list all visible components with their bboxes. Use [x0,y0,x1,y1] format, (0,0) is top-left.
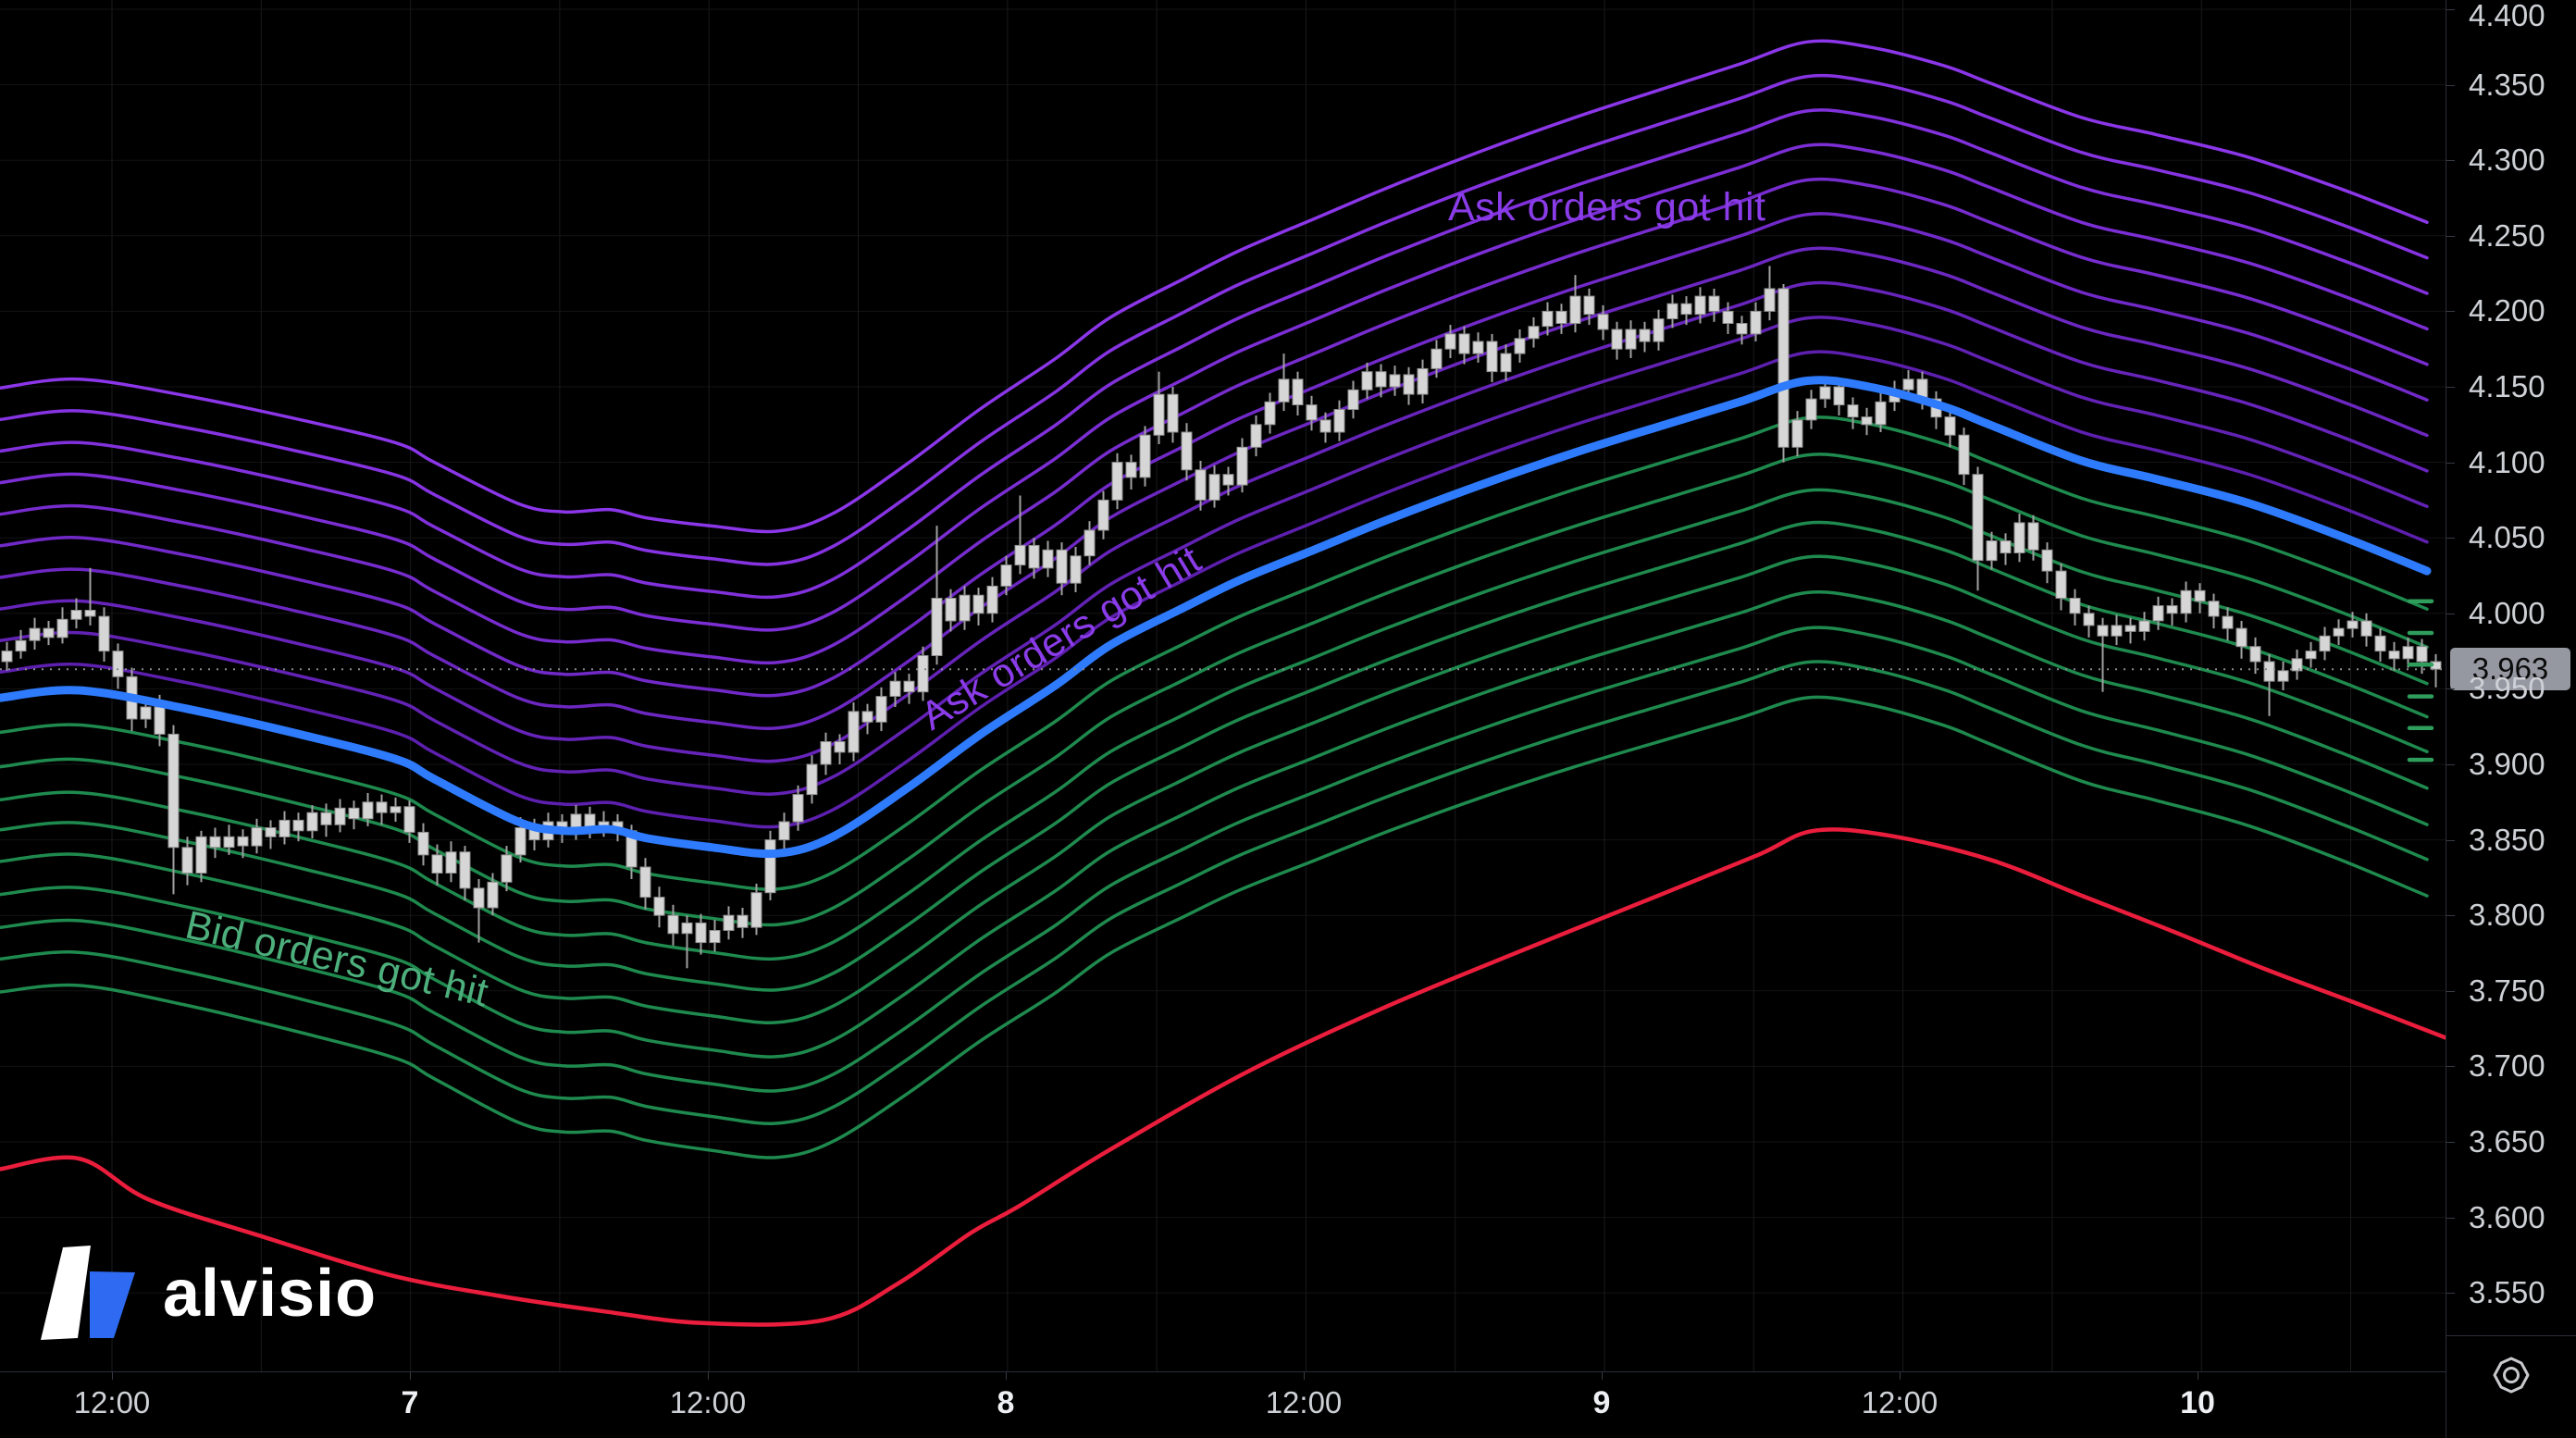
bid-line [0,695,2429,1159]
price-axis-label: 4.250 [2469,218,2545,253]
price-axis-label: 3.550 [2469,1275,2545,1309]
brand-logo-text: alvisio [163,1257,378,1331]
time-axis[interactable]: 12:00 7 12:00 8 12:00 9 12:00 10 [0,1371,2446,1438]
ask-line [0,73,2429,566]
price-axis-tick [2446,688,2455,689]
price-axis-tick [2446,1066,2455,1067]
price-axis-tick [2446,915,2455,916]
price-axis-label: 4.300 [2469,143,2545,177]
price-axis-label: 4.350 [2469,68,2545,102]
time-axis-tick [1900,1372,1901,1380]
price-axis-tick [2446,1142,2455,1143]
price-axis-tick [2446,160,2455,161]
axis-corner-separator [2446,1335,2576,1336]
bid-line [0,488,2429,961]
price-axis-label: 4.200 [2469,293,2545,328]
ask-order-lines [0,39,2429,829]
price-axis-label: 3.900 [2469,747,2545,781]
price-axis-label: 3.950 [2469,671,2545,705]
price-axis-tick [2446,764,2455,765]
price-axis-label: 3.600 [2469,1200,2545,1234]
ask-line [0,316,2429,796]
brand-logo-icon [41,1246,135,1340]
price-axis-tick [2446,1218,2455,1219]
bid-level-end-dashes [2407,599,2434,762]
ask-line [0,39,2429,534]
price-axis-label: 3.700 [2469,1048,2545,1083]
bid-order-lines [0,415,2429,1159]
time-axis-label-day: 10 [2180,1385,2215,1420]
price-axis[interactable]: 3.963 4.400 4.350 4.300 4.250 4.200 4.150 4.10… [2446,0,2576,1438]
price-axis-label: 3.650 [2469,1124,2545,1159]
annotation-ask-orders-top[interactable]: Ask orders got hit [1448,185,1766,229]
time-axis-label-day: 8 [997,1385,1015,1420]
time-axis-tick [112,1372,113,1380]
price-axis-tick [2446,85,2455,86]
axis-settings-button[interactable] [2487,1351,2535,1399]
time-axis-label: 12:00 [73,1385,151,1419]
price-axis-tick [2446,463,2455,464]
chart-gridlines [0,0,2446,1371]
time-axis-label: 12:00 [669,1385,747,1419]
time-axis-label-day: 7 [401,1385,419,1420]
mid-price-line [0,376,2432,859]
time-axis-label: 12:00 [1265,1385,1343,1419]
time-axis-tick [1602,1372,1603,1380]
price-axis-tick [2446,387,2455,388]
red-outer-line [0,827,2446,1327]
price-axis-tick [2446,1293,2455,1294]
brand-watermark: alvisio [35,1242,377,1345]
price-axis-label: 3.750 [2469,973,2545,1008]
chart-canvas[interactable] [0,0,2446,1371]
price-axis-label: 4.000 [2469,596,2545,630]
bid-line [0,660,2429,1125]
bid-line [0,554,2429,1024]
ask-line [0,143,2429,632]
price-axis-label: 3.850 [2469,823,2545,857]
time-axis-label: 12:00 [1861,1385,1938,1419]
bid-line [0,520,2429,992]
current-price-badge: 3.963 [2450,648,2570,690]
time-axis-tick [1304,1372,1305,1380]
ask-line [0,350,2429,829]
time-axis-tick [410,1372,411,1380]
ask-line [0,280,2429,763]
bid-line [0,626,2429,1093]
time-axis-tick [1006,1372,1007,1380]
price-axis-tick [2446,991,2455,992]
ask-line [0,246,2429,730]
price-axis-label: 3.800 [2469,898,2545,932]
price-axis-tick [2446,9,2455,10]
price-axis-tick [2446,538,2455,539]
price-axis-label: 4.400 [2469,0,2545,32]
time-axis-tick [708,1372,709,1380]
price-axis-label: 4.050 [2469,520,2545,554]
price-axis-label: 4.150 [2469,369,2545,403]
price-axis-tick [2446,840,2455,841]
price-axis-tick [2446,236,2455,237]
ask-line [0,177,2429,665]
time-axis-label-day: 9 [1592,1385,1611,1420]
price-axis-tick [2446,311,2455,312]
bid-line [0,415,2429,891]
bid-line [0,589,2429,1059]
gear-icon [2493,1357,2530,1394]
ask-line [0,108,2429,600]
price-axis-label: 4.100 [2469,445,2545,479]
